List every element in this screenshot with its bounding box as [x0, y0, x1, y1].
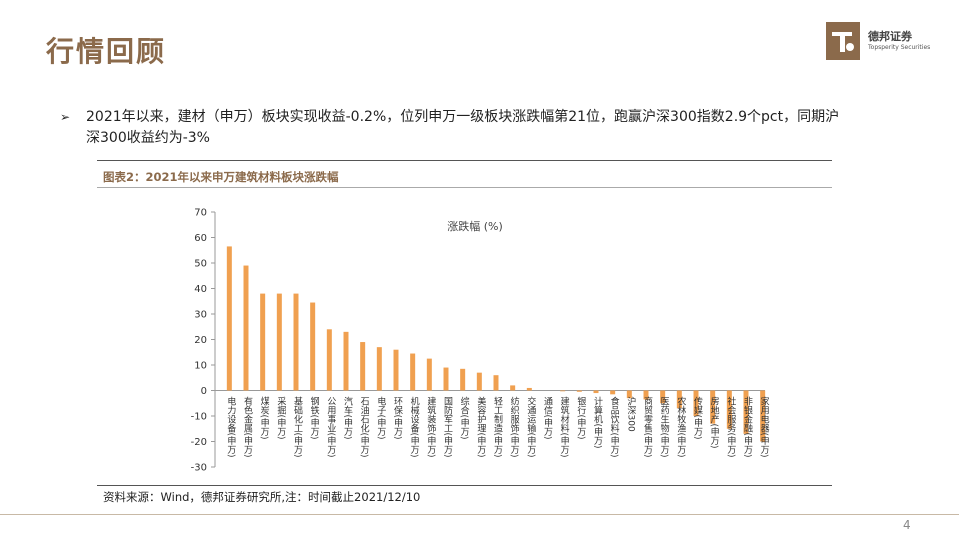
- y-tick-label: 10: [194, 361, 207, 372]
- x-tick-label: 石油石化(申万): [359, 397, 370, 458]
- bar: [510, 385, 516, 391]
- x-tick-label: 非银金融(申万): [742, 395, 753, 457]
- bar: [376, 347, 382, 391]
- y-tick-label: 60: [194, 233, 207, 244]
- x-tick-label: 建筑装饰(申万): [425, 395, 436, 457]
- summary-text: 2021年以来，建材（申万）板块实现收益-0.2%，位列申万一级板块涨跌幅第21…: [86, 109, 840, 146]
- x-tick-label: 农林牧渔(申万): [675, 395, 686, 457]
- y-tick-label: 50: [194, 259, 207, 270]
- x-tick-label: 电子(申万): [375, 395, 386, 439]
- y-tick-label: -20: [191, 437, 207, 448]
- x-tick-label: 煤炭(申万): [259, 395, 270, 439]
- bar: [526, 387, 532, 391]
- figure-top-rule: [97, 160, 832, 161]
- x-tick-label: 国防军工(申万): [442, 396, 453, 457]
- x-tick-label: 食品饮料(申万): [609, 395, 620, 457]
- bar: [360, 342, 366, 391]
- bar: [243, 265, 249, 391]
- bar: [293, 293, 299, 391]
- y-tick-label: 30: [194, 310, 207, 321]
- x-tick-label: 房地产(申万): [709, 395, 720, 448]
- bar: [710, 390, 716, 424]
- bar: [726, 390, 732, 429]
- x-tick-label: 社会服务(申万): [725, 395, 736, 457]
- bar: [410, 353, 416, 391]
- bar: [593, 390, 599, 394]
- y-tick-label: -30: [191, 463, 207, 474]
- x-tick-label: 采掘(申万): [275, 396, 286, 439]
- x-tick-label: 医药生物(申万): [659, 396, 670, 457]
- x-tick-label: 建筑材料(申万): [559, 395, 570, 457]
- bar: [576, 390, 582, 392]
- bar: [560, 390, 566, 392]
- page-title: 行情回顾: [46, 35, 167, 68]
- bar: [610, 390, 616, 395]
- bar: [626, 390, 632, 399]
- y-tick-label: 70: [194, 208, 207, 219]
- figure-caption-rule: [97, 187, 832, 188]
- x-tick-label: 美容护理(申万): [475, 395, 486, 457]
- bar: [476, 372, 482, 391]
- x-tick-label: 商贸零售(申万): [642, 395, 653, 457]
- x-tick-label: 通信(申万): [542, 396, 553, 439]
- bar: [660, 390, 666, 404]
- sector-return-chart: 70 60 50 40 30 20 10 0 -10 -20 -30 涨跌幅 (%) 电力设备(申万) 有…: [175, 200, 775, 480]
- bar-chart: 70 60 50 40 30 20 10 0 -10 -20 -30 涨跌幅 (%) 电力设备(申万) 有…: [191, 208, 770, 474]
- x-tick-label: 环保(申万): [392, 396, 403, 439]
- source-note: 资料来源：Wind，德邦证券研究所,注：时间截止2021/12/10: [103, 490, 421, 504]
- x-tick-label: 银行(申万): [575, 395, 586, 439]
- y-tick-label: -10: [191, 412, 207, 423]
- x-tick-label: 计算机(申万): [592, 395, 603, 448]
- bar: [260, 293, 266, 391]
- x-tick-label: 基础化工(申万): [292, 395, 303, 457]
- footer-rule: [0, 514, 959, 515]
- bar: [460, 368, 466, 391]
- x-tick-label: 纺织服饰(申万): [509, 395, 519, 457]
- x-tick-label: 钢铁(申万): [309, 395, 320, 439]
- x-tick-label: 电力设备(申万): [225, 395, 236, 457]
- figure-caption: 图表2：2021年以来申万建筑材料板块涨跌幅: [103, 170, 339, 184]
- bar: [343, 331, 349, 391]
- bar: [760, 390, 766, 442]
- company-logo: 德邦证券 Topsperity Securities: [826, 22, 941, 62]
- bar: [326, 329, 332, 391]
- bar: [443, 367, 449, 391]
- bar: [393, 349, 399, 391]
- y-tick-label: 20: [194, 335, 207, 346]
- bar: [693, 390, 699, 416]
- company-logo-icon: [826, 22, 860, 60]
- bar: [493, 375, 499, 391]
- x-tick-label: 家用电器(申万): [759, 395, 770, 457]
- company-logo-english: Topsperity Securities: [868, 44, 931, 51]
- chart-title: 涨跌幅 (%): [447, 219, 503, 233]
- x-tick-label: 沪深300: [625, 395, 636, 432]
- x-tick-label: 轻工制造(申万): [492, 395, 503, 457]
- bar: [426, 358, 432, 391]
- x-tick-label: 综合(申万): [459, 395, 470, 439]
- x-tick-label: 公用事业(申万): [325, 396, 336, 457]
- y-tick-label: 40: [194, 284, 207, 295]
- bar: [276, 293, 282, 391]
- figure-bottom-rule: [97, 485, 832, 486]
- summary-bullet: ➢ 2021年以来，建材（申万）板块实现收益-0.2%，位列申万一级板块涨跌幅第…: [60, 107, 850, 149]
- x-tick-label: 传媒(申万): [692, 395, 703, 439]
- page-number: 4: [903, 518, 911, 532]
- x-tick-label: 有色金属(申万): [242, 395, 253, 457]
- bar: [743, 390, 749, 434]
- bar: [310, 302, 316, 391]
- x-tick-label: 汽车(申万): [342, 395, 353, 439]
- bar: [643, 390, 649, 400]
- bar: [226, 246, 232, 391]
- x-tick-label: 机械设备(申万): [409, 395, 420, 457]
- y-tick-label: 0: [201, 386, 207, 397]
- company-logo-name: 德邦证券: [868, 30, 912, 43]
- x-tick-label: 交通运输(申万): [525, 395, 536, 457]
- bar: [676, 390, 682, 409]
- bullet-arrow-icon: ➢: [60, 110, 71, 124]
